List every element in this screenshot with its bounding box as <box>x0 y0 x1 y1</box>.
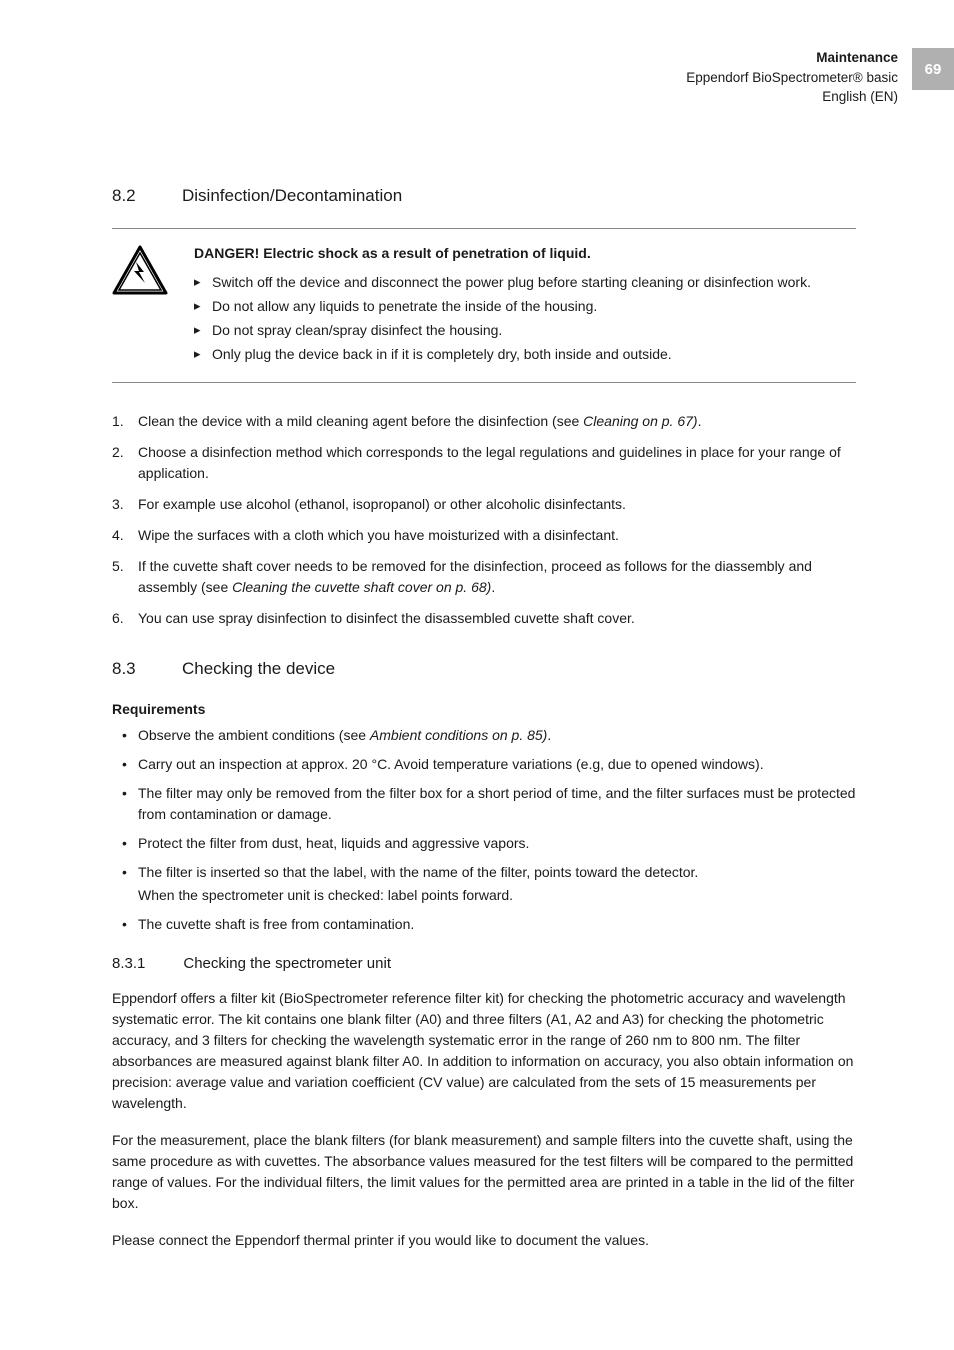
requirement-item: Protect the filter from dust, heat, liqu… <box>122 833 856 854</box>
procedure-step: You can use spray disinfection to disinf… <box>112 608 856 629</box>
section-heading-8-2: 8.2 Disinfection/Decontamination <box>112 186 856 206</box>
requirement-item: Carry out an inspection at approx. 20 °C… <box>122 754 856 775</box>
page-header: Maintenance Eppendorf BioSpectrometer® b… <box>686 48 954 107</box>
section-title: Checking the device <box>182 659 335 679</box>
step-ref: Cleaning on p. 67) <box>583 413 697 429</box>
requirement-item: Observe the ambient conditions (see Ambi… <box>122 725 856 746</box>
page-number: 69 <box>912 48 954 90</box>
danger-body: DANGER! Electric shock as a result of pe… <box>194 243 856 368</box>
requirements-title: Requirements <box>112 701 856 717</box>
section-title: Disinfection/Decontamination <box>182 186 402 206</box>
procedure-step: Clean the device with a mild cleaning ag… <box>112 411 856 432</box>
req-text-end: . <box>547 727 551 743</box>
danger-box: DANGER! Electric shock as a result of pe… <box>112 228 856 383</box>
header-product: Eppendorf BioSpectrometer® basic <box>686 68 898 88</box>
body-paragraph: For the measurement, place the blank fil… <box>112 1130 856 1214</box>
procedure-step: Wipe the surfaces with a cloth which you… <box>112 525 856 546</box>
step-ref: Cleaning the cuvette shaft cover on p. 6… <box>232 579 491 595</box>
subsection-heading-8-3-1: 8.3.1 Checking the spectrometer unit <box>112 955 856 972</box>
req-ref: Ambient conditions on p. 85) <box>370 727 547 743</box>
step-text-end: . <box>698 413 702 429</box>
procedure-list: Clean the device with a mild cleaning ag… <box>112 411 856 629</box>
requirements-list: Observe the ambient conditions (see Ambi… <box>112 725 856 935</box>
requirement-item: The filter may only be removed from the … <box>122 783 856 825</box>
danger-item: Do not allow any liquids to penetrate th… <box>194 296 856 317</box>
procedure-step: If the cuvette shaft cover needs to be r… <box>112 556 856 598</box>
body-paragraph: Please connect the Eppendorf thermal pri… <box>112 1230 856 1251</box>
procedure-step: For example use alcohol (ethanol, isopro… <box>112 494 856 515</box>
danger-item: Only plug the device back in if it is co… <box>194 344 856 365</box>
section-heading-8-3: 8.3 Checking the device <box>112 659 856 679</box>
subsection-number: 8.3.1 <box>112 955 145 972</box>
req-text: Observe the ambient conditions (see <box>138 727 370 743</box>
section-number: 8.2 <box>112 186 144 206</box>
subsection-title: Checking the spectrometer unit <box>183 955 391 972</box>
danger-item: Do not spray clean/spray disinfect the h… <box>194 320 856 341</box>
req-text: The filter is inserted so that the label… <box>138 864 698 880</box>
req-extra: When the spectrometer unit is checked: l… <box>138 885 856 906</box>
body-paragraph: Eppendorf offers a filter kit (BioSpectr… <box>112 988 856 1114</box>
step-text-end: . <box>491 579 495 595</box>
requirement-item: The filter is inserted so that the label… <box>122 862 856 906</box>
procedure-step: Choose a disinfection method which corre… <box>112 442 856 484</box>
header-text: Maintenance Eppendorf BioSpectrometer® b… <box>686 48 912 107</box>
section-number: 8.3 <box>112 659 144 679</box>
danger-list: Switch off the device and disconnect the… <box>194 272 856 365</box>
danger-title: DANGER! Electric shock as a result of pe… <box>194 243 856 264</box>
requirement-item: The cuvette shaft is free from contamina… <box>122 914 856 935</box>
page: Maintenance Eppendorf BioSpectrometer® b… <box>0 0 954 1350</box>
page-content: 8.2 Disinfection/Decontamination DANGER!… <box>112 48 856 1251</box>
danger-icon <box>112 243 168 368</box>
danger-item: Switch off the device and disconnect the… <box>194 272 856 293</box>
header-lang: English (EN) <box>686 87 898 107</box>
step-text: Clean the device with a mild cleaning ag… <box>138 413 583 429</box>
header-section: Maintenance <box>686 48 898 68</box>
